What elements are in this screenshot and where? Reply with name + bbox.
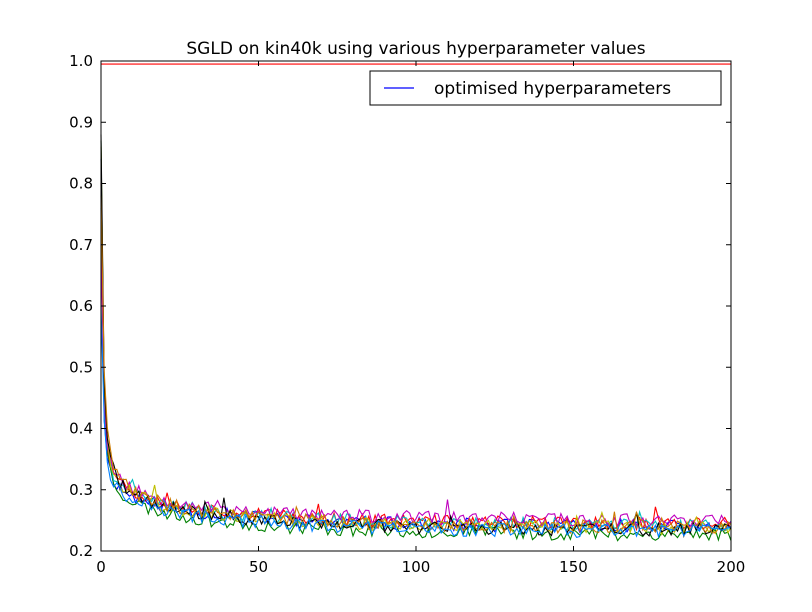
series-line-5 [100, 146, 732, 536]
y-tick-label-5: 0.7 [69, 236, 93, 254]
y-tick-label-6: 0.8 [69, 175, 93, 193]
y-tick-label-4: 0.6 [69, 297, 93, 315]
legend: optimised hyperparameters [369, 70, 722, 106]
y-tick-label-1: 0.3 [69, 481, 93, 499]
series-line-6 [100, 134, 732, 539]
y-tick-label-0: 0.2 [69, 542, 93, 560]
chart-title: SGLD on kin40k using various hyperparame… [186, 39, 645, 59]
y-tick-label-8: 1.0 [69, 52, 93, 70]
y-tick-label-2: 0.4 [69, 420, 93, 438]
legend-label: optimised hyperparameters [434, 79, 671, 99]
x-tick-label-1: 50 [249, 558, 268, 576]
legend-box [369, 70, 722, 106]
y-tick-label-3: 0.5 [69, 358, 93, 376]
y-tick-label-7: 0.9 [69, 113, 93, 131]
x-tick-label-0: 0 [96, 558, 106, 576]
series-line-3 [100, 207, 731, 533]
x-tick-label-4: 200 [717, 558, 746, 576]
series-line-8 [100, 305, 732, 539]
x-tick-label-3: 150 [559, 558, 588, 576]
x-tick-label-2: 100 [402, 558, 431, 576]
